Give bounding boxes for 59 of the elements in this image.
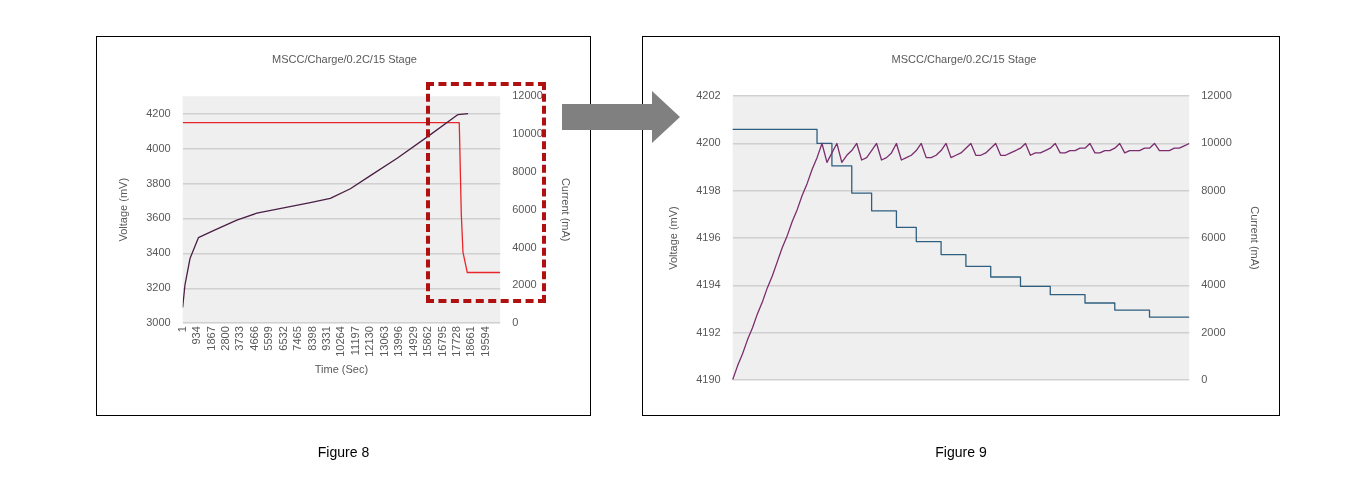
y2-tick-label: 8000: [1201, 183, 1226, 196]
y2-tick-label: 0: [512, 316, 519, 329]
x-tick-label: 1867: [204, 326, 217, 351]
y-tick-label: 4202: [696, 89, 721, 102]
y-tick-label: 3600: [146, 211, 171, 224]
y2-tick-label: 0: [1201, 372, 1208, 385]
y2-tick-label: 6000: [512, 202, 537, 215]
caption: Figure 9: [934, 444, 988, 460]
chart-title: MSCC/Charge/0.2C/15 Stage: [891, 52, 1037, 65]
y2-tick-label: 8000: [512, 164, 537, 177]
y2-tick-label: 4000: [1201, 278, 1226, 291]
y-tick-label: 4196: [696, 231, 721, 244]
y2-tick-label: 6000: [1201, 231, 1226, 244]
x-tick-label: 9331: [320, 326, 333, 351]
x-tick-label: 934: [190, 326, 203, 345]
x-tick-label: 11197: [348, 326, 361, 356]
y-tick-label: 3200: [146, 281, 171, 294]
y2-axis-title: Current (mA): [560, 177, 573, 242]
y2-tick-label: 12000: [512, 89, 543, 102]
y-tick-label: 4192: [696, 325, 721, 338]
x-tick-label: 17728: [449, 326, 462, 357]
y-tick-label: 4200: [696, 136, 721, 149]
x-tick-label: 18661: [464, 326, 477, 357]
y2-tick-label: 10000: [1201, 136, 1232, 149]
x-tick-label: 4666: [247, 326, 260, 351]
y-tick-label: 4000: [146, 141, 171, 154]
x-tick-label: 13996: [392, 326, 405, 357]
x-tick-label: 6532: [276, 326, 289, 351]
x-tick-label: 1: [175, 326, 188, 333]
y-axis-title: Voltage (mV): [116, 177, 129, 242]
y-tick-label: 4194: [696, 278, 721, 291]
y2-tick-label: 2000: [1201, 325, 1226, 338]
x-tick-label: 19594: [478, 326, 491, 357]
y2-tick-label: 2000: [512, 278, 537, 291]
x-tick-label: 15862: [421, 326, 434, 357]
x-axis-title: Time (Sec): [314, 363, 369, 376]
x-tick-label: 2800: [219, 326, 231, 351]
y2-tick-label: 10000: [512, 127, 543, 140]
y2-axis-title: Current (mA): [1249, 206, 1262, 270]
chart-title: MSCC/Charge/0.2C/15 Stage: [272, 52, 417, 65]
y-tick-label: 4198: [696, 183, 721, 196]
x-tick-label: 14929: [406, 326, 419, 357]
x-tick-label: 13063: [377, 326, 390, 357]
y-tick-label: 4190: [696, 372, 721, 385]
caption: Figure 8: [316, 444, 371, 460]
x-tick-label: 10264: [334, 326, 347, 357]
y-tick-label: 3800: [146, 176, 171, 189]
x-tick-label: 12130: [363, 326, 376, 357]
y2-tick-label: 12000: [1201, 89, 1232, 102]
x-tick-label: 3733: [233, 326, 246, 351]
y-tick-label: 4200: [146, 106, 171, 119]
x-tick-label: 16795: [435, 326, 448, 357]
y-tick-label: 3000: [146, 316, 171, 329]
y2-tick-label: 4000: [512, 240, 537, 253]
y-axis-title: Voltage (mV): [666, 206, 679, 270]
x-tick-label: 7465: [291, 326, 304, 351]
x-tick-label: 5599: [262, 326, 275, 351]
y-tick-label: 3400: [146, 246, 171, 259]
x-tick-label: 8398: [305, 326, 318, 351]
